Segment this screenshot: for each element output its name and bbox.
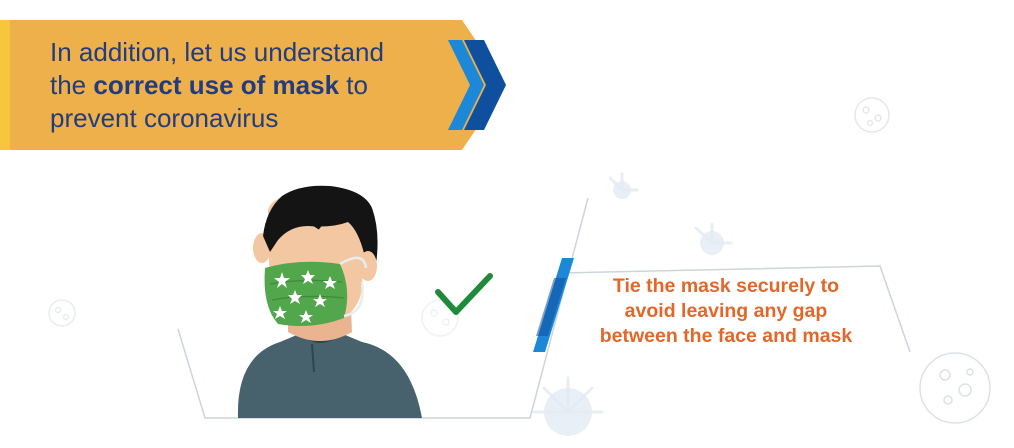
- banner-line-3: prevent coronavirus: [50, 103, 279, 133]
- banner-line-2: the correct use of mask to: [50, 70, 368, 100]
- banner-heading: In addition, let us understand the corre…: [50, 36, 450, 135]
- chevron-icon: [464, 40, 506, 130]
- instruction-line: avoid leaving any gap: [624, 300, 828, 322]
- virus-icon: [919, 352, 991, 424]
- virus-icon: [421, 299, 459, 337]
- banner-line-1: In addition, let us understand: [50, 37, 384, 67]
- title-banner: In addition, let us understand the corre…: [0, 20, 520, 150]
- instruction-line: between the face and mask: [599, 325, 853, 347]
- virus-icon: [48, 299, 76, 327]
- caption-frame: [560, 265, 911, 353]
- check-icon: [435, 273, 493, 315]
- instruction-caption: Tie the mask securely to avoid leaving a…: [576, 274, 876, 349]
- instruction-line: Tie the mask securely to: [612, 275, 840, 297]
- person-with-mask-illustration: [237, 185, 422, 418]
- virus-icon: [854, 97, 890, 133]
- banner-emphasis: correct use of mask: [93, 70, 340, 100]
